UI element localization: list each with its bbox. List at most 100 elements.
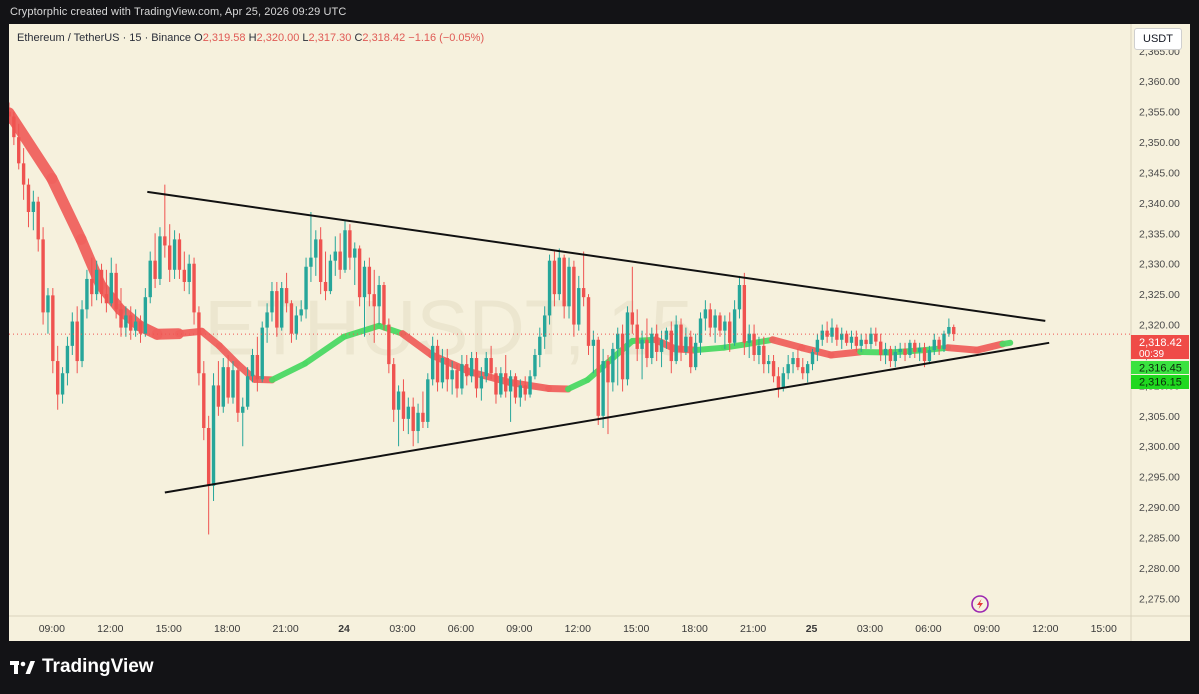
price-tick-label: 2,280.00 [1139, 563, 1180, 575]
candle [508, 370, 513, 422]
candle [41, 227, 45, 325]
time-tick-label: 12:00 [565, 623, 591, 635]
ma-badge-1 [1131, 361, 1189, 374]
ma-ribbon-segment [215, 342, 241, 368]
ma-ribbon-segment [9, 107, 58, 185]
candle [947, 318, 951, 337]
symbol-description[interactable]: Ethereum / TetherUS · 15 · Binance [17, 32, 192, 44]
price-tick-label: 2,275.00 [1139, 593, 1180, 605]
ma-ribbon-segment [151, 328, 184, 340]
candle [703, 300, 708, 331]
candle [903, 342, 907, 362]
candle [90, 257, 94, 307]
candle [343, 221, 347, 273]
close-label: C [354, 32, 363, 44]
candle [572, 260, 576, 337]
candle [60, 367, 65, 404]
candle [796, 348, 800, 371]
candle [489, 345, 493, 380]
price-tick-label: 2,295.00 [1139, 472, 1180, 484]
candle [567, 257, 571, 319]
tradingview-logo[interactable]: TradingView [10, 656, 154, 678]
candle [206, 415, 211, 535]
time-tick-label: 12:00 [1032, 623, 1058, 635]
time-tick-label: 09:00 [506, 623, 532, 635]
candle [859, 333, 863, 352]
price-tick-label: 2,330.00 [1139, 259, 1180, 271]
candlestick-chart[interactable]: ETHUSDT, 15 2,365.002,360.002,355.002,35… [9, 24, 1190, 641]
price-tick-label: 2,345.00 [1139, 167, 1180, 179]
candle [908, 339, 912, 359]
candle [878, 333, 883, 362]
candle [31, 190, 36, 231]
tradingview-logo-icon [10, 661, 35, 674]
candle [416, 403, 420, 444]
trendline-lower[interactable] [164, 341, 1050, 494]
candle [776, 367, 781, 398]
candle [406, 397, 411, 435]
candle [460, 354, 464, 395]
candle [275, 281, 279, 337]
candle [932, 333, 936, 355]
candle [723, 315, 727, 349]
candle [747, 324, 751, 359]
candle [323, 251, 328, 301]
candle [913, 339, 917, 359]
candle [328, 254, 333, 295]
time-tick-label: 25 [806, 623, 818, 635]
time-tick-label: 24 [338, 623, 350, 635]
chart-caption: Cryptorphic created with TradingView.com… [10, 6, 347, 18]
time-tick-label: 03:00 [389, 623, 415, 635]
chart-pane[interactable]: ETHUSDT, 15 2,365.00 2,360.00 2,355.00 2,35… [9, 24, 1190, 641]
candle [177, 233, 182, 279]
trendline-upper[interactable] [147, 190, 1046, 322]
candle [465, 354, 469, 386]
candle [469, 351, 474, 383]
candle [557, 248, 561, 301]
candle [70, 312, 75, 355]
candle [372, 269, 376, 343]
candle [581, 251, 586, 307]
time-axis-labels: 09:00 12:00 15:00 18:00 21:00 24 03:00 06:00 09:… [39, 623, 1117, 635]
candle [679, 318, 683, 362]
candle [46, 288, 50, 334]
ohlc-legend: Ethereum / TetherUS · 15 · Binance O2,31… [17, 32, 484, 44]
candle [927, 345, 932, 365]
price-badges: 2,318.42 00:39 2,316.45 2,316.15 [1131, 335, 1189, 389]
candle [732, 300, 737, 346]
candle [367, 257, 372, 307]
candle [99, 263, 104, 304]
candle [952, 324, 956, 341]
candle [362, 260, 367, 337]
lightning-icon[interactable] [971, 595, 989, 613]
candle [348, 224, 352, 270]
candle [318, 227, 323, 295]
candle [304, 257, 308, 319]
currency-button[interactable]: USDT [1134, 28, 1182, 50]
time-tick-label: 15:00 [156, 623, 182, 635]
time-tick-label: 06:00 [448, 623, 474, 635]
price-tick-label: 2,290.00 [1139, 502, 1180, 514]
time-tick-label: 15:00 [1091, 623, 1117, 635]
price-axis[interactable] [1130, 24, 1190, 641]
price-tick-label: 2,285.00 [1139, 533, 1180, 545]
candle [396, 385, 401, 447]
trendlines[interactable] [147, 190, 1050, 494]
candle [630, 266, 635, 334]
candle [280, 281, 284, 331]
price-tick-label: 2,320.00 [1139, 320, 1180, 332]
candle [114, 263, 118, 319]
candle [250, 348, 255, 383]
price-axis-labels: 2,365.002,360.002,355.002,350.002,345.00… [1139, 46, 1180, 606]
candle [270, 281, 274, 322]
candle [874, 327, 878, 346]
candle [401, 379, 406, 432]
candle [513, 373, 518, 404]
candle [392, 358, 396, 422]
candle [192, 257, 196, 325]
candle-countdown: 00:39 [1139, 349, 1164, 360]
candle [430, 336, 435, 386]
candle [757, 336, 761, 365]
candle [742, 272, 747, 355]
candle [499, 367, 503, 398]
